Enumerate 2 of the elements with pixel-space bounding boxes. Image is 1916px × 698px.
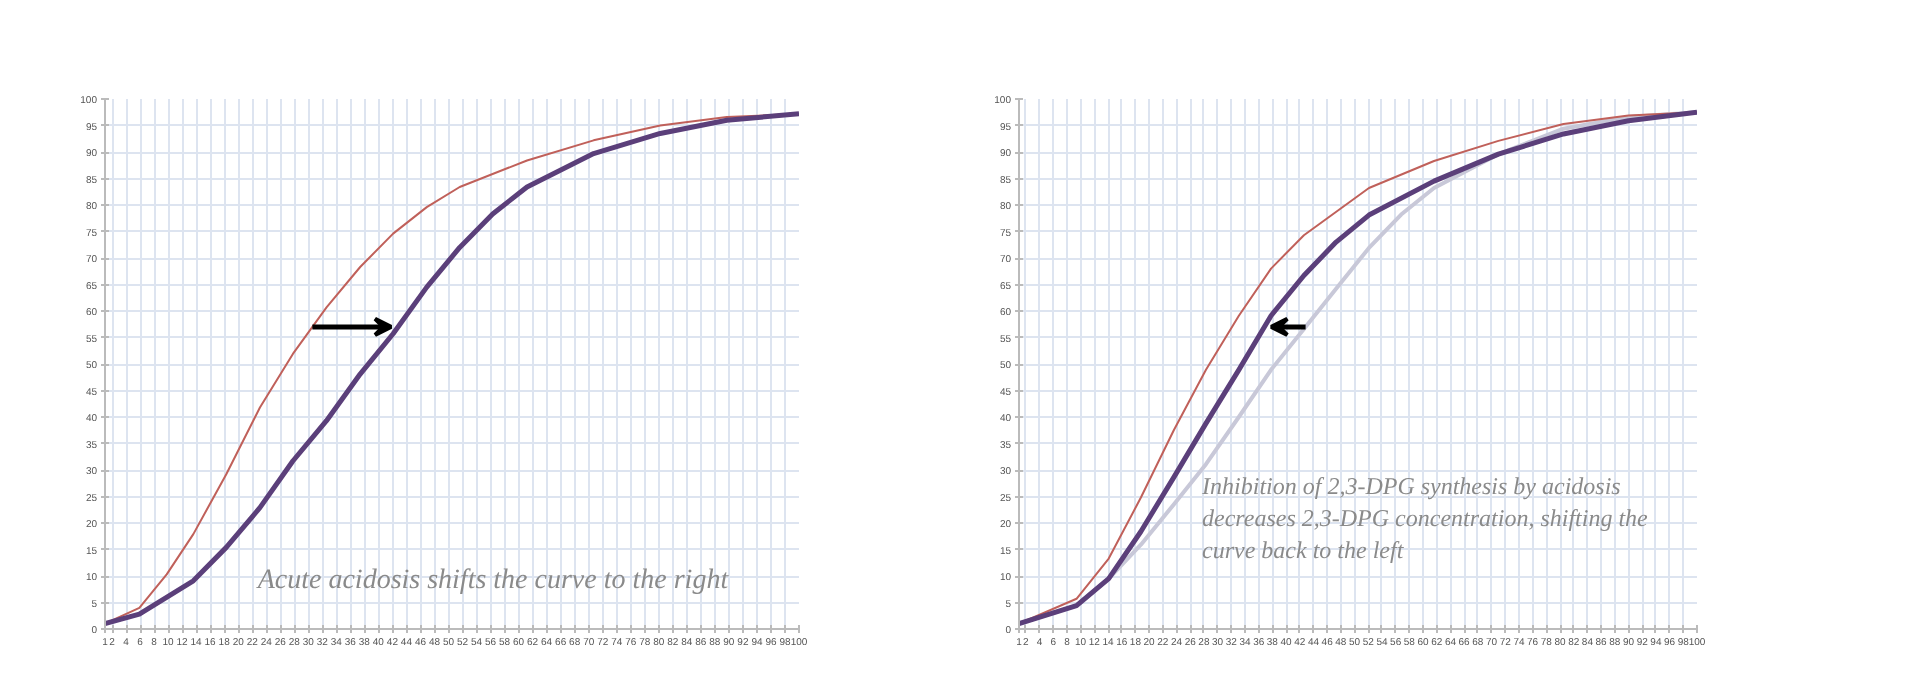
annotation: Inhibition of 2,3-DPG synthesis by acidosis decreases 2,3-DPG concentration, shifting the curve back to the left <box>1200 471 1650 564</box>
annotation: Acute acidosis shifts the curve to the right <box>255 566 731 597</box>
